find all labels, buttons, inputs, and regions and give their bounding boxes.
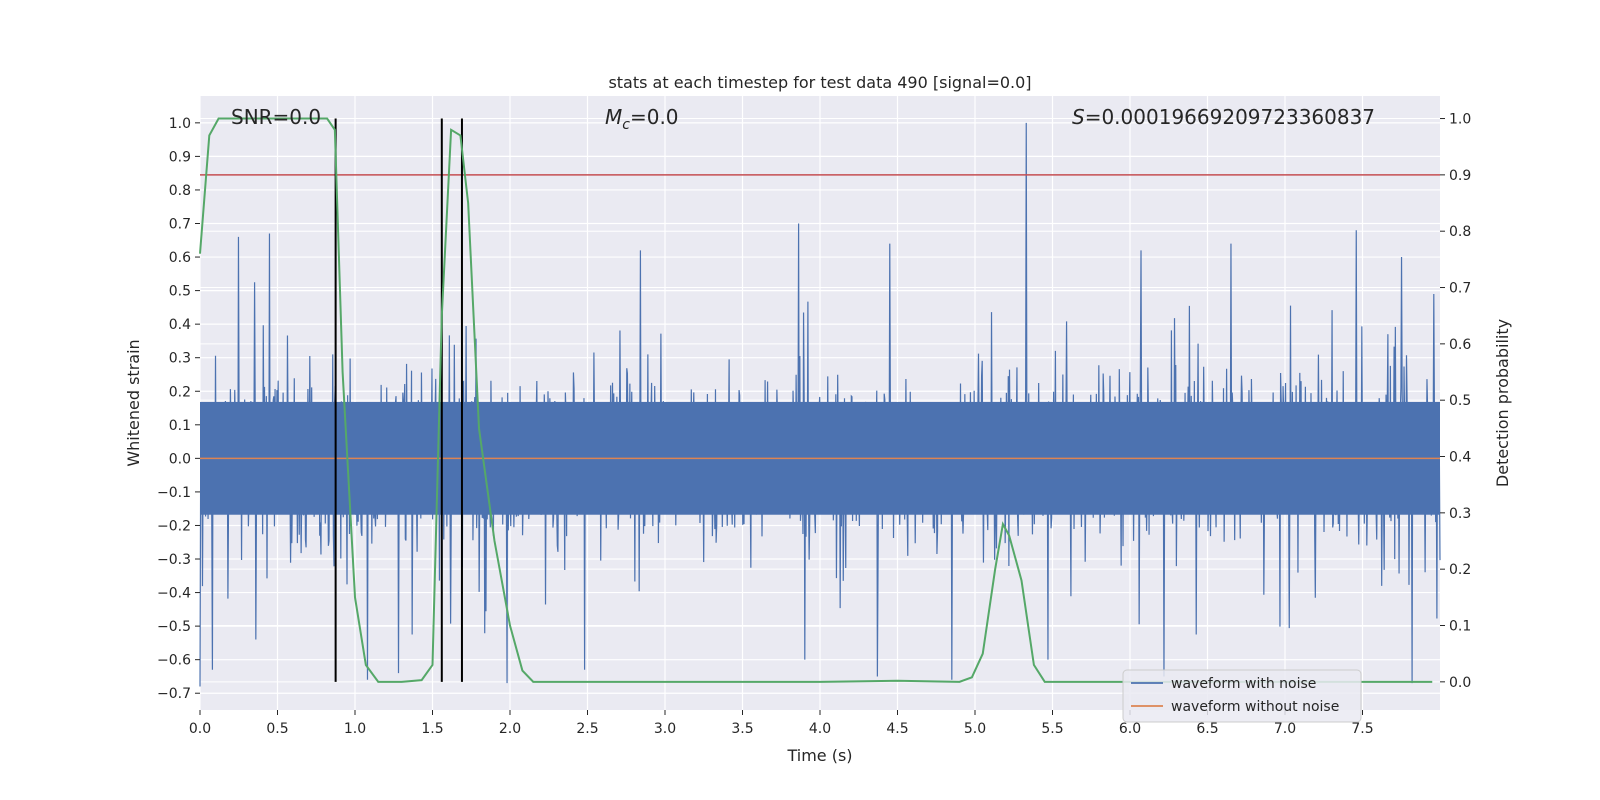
x-tick-label: 0.0 — [189, 721, 211, 737]
snr-annotation: SNR=0.0 — [231, 105, 321, 129]
y-tick-label-right: 0.3 — [1449, 506, 1471, 522]
y-tick-label-left: 0.2 — [169, 384, 191, 400]
legend: waveform with noise waveform without noi… — [1122, 669, 1362, 723]
x-tick-label: 5.5 — [1041, 721, 1063, 737]
vertical-markers — [334, 118, 463, 682]
legend-label-clean: waveform without noise — [1171, 699, 1339, 715]
y-tick-label-right: 0.5 — [1449, 393, 1471, 409]
y-tick-label-left: 0.1 — [169, 418, 191, 434]
y-tick-label-right: 0.8 — [1449, 224, 1471, 240]
chirp-mass-symbol: M — [605, 105, 622, 129]
y-tick-label-right: 0.2 — [1449, 562, 1471, 578]
axes: 0.0 0.5 1.0 1.5 2.0 2.5 3.0 3.5 4.0 4.5 5.0 5.5 6.0 6… — [157, 112, 1471, 737]
y-tick-label-left: 0.0 — [169, 451, 191, 467]
x-tick-label: 3.0 — [654, 721, 676, 737]
y-tick-label-left: −0.3 — [157, 552, 191, 568]
x-tick-label: 3.5 — [731, 721, 753, 737]
x-tick-label: 7.5 — [1351, 721, 1373, 737]
x-tick-label: 6.0 — [1119, 721, 1141, 737]
x-tick-label: 1.5 — [421, 721, 443, 737]
legend-box — [1122, 669, 1362, 723]
s-statistic-symbol: S — [1072, 105, 1085, 129]
x-tick-label: 2.5 — [576, 721, 598, 737]
y-tick-label-right: 0.7 — [1449, 281, 1471, 297]
y-tick-label-left: 0.8 — [169, 183, 191, 199]
x-tick-label: 4.5 — [886, 721, 908, 737]
chirp-mass-subscript: c — [622, 117, 630, 133]
y-axis-label-left: Whitened strain — [124, 339, 143, 466]
detection-probability-series — [199, 117, 1433, 683]
y-tick-label-right: 0.1 — [1449, 619, 1471, 635]
y-tick-label-left: 0.3 — [169, 351, 191, 367]
y-tick-label-left: 0.6 — [169, 250, 191, 266]
chart-title: stats at each timestep for test data 490… — [608, 73, 1031, 92]
y-tick-label-right: 1.0 — [1449, 112, 1471, 128]
chirp-mass-annotation: Mc=0.0 — [605, 105, 679, 133]
x-tick-label: 1.0 — [344, 721, 366, 737]
y-tick-label-left: −0.7 — [157, 686, 191, 702]
y-tick-label-left: −0.5 — [157, 619, 191, 635]
s-statistic-value: =0.00019669209723360837 — [1085, 105, 1375, 129]
x-tick-label: 7.0 — [1274, 721, 1296, 737]
y-tick-label-left: −0.2 — [157, 518, 191, 534]
y-tick-label-left: 0.9 — [169, 149, 191, 165]
x-tick-label: 6.5 — [1196, 721, 1218, 737]
y-tick-label-left: −0.4 — [157, 586, 191, 602]
y-tick-label-left: 1.0 — [169, 116, 191, 132]
x-tick-label: 5.0 — [964, 721, 986, 737]
y-tick-label-left: −0.6 — [157, 653, 191, 669]
x-tick-label: 2.0 — [499, 721, 521, 737]
chirp-mass-value: =0.0 — [630, 105, 679, 129]
x-tick-label: 4.0 — [809, 721, 831, 737]
y-tick-label-right: 0.6 — [1449, 337, 1471, 353]
y-tick-label-right: 0.4 — [1449, 450, 1471, 466]
y-tick-label-left: 0.5 — [169, 284, 191, 300]
x-axis-label: Time (s) — [786, 746, 852, 765]
y-tick-label-right: 0.0 — [1449, 675, 1471, 691]
legend-label-noise: waveform with noise — [1171, 676, 1316, 692]
series-layer — [199, 117, 1441, 687]
y-axis-label-right: Detection probability — [1493, 319, 1512, 487]
y-tick-label-left: 0.4 — [169, 317, 191, 333]
s-statistic-annotation: S=0.00019669209723360837 — [1072, 105, 1375, 129]
y-tick-label-right: 0.9 — [1449, 168, 1471, 184]
y-tick-label-left: −0.1 — [157, 485, 191, 501]
x-tick-label: 0.5 — [266, 721, 288, 737]
y-tick-label-left: 0.7 — [169, 216, 191, 232]
